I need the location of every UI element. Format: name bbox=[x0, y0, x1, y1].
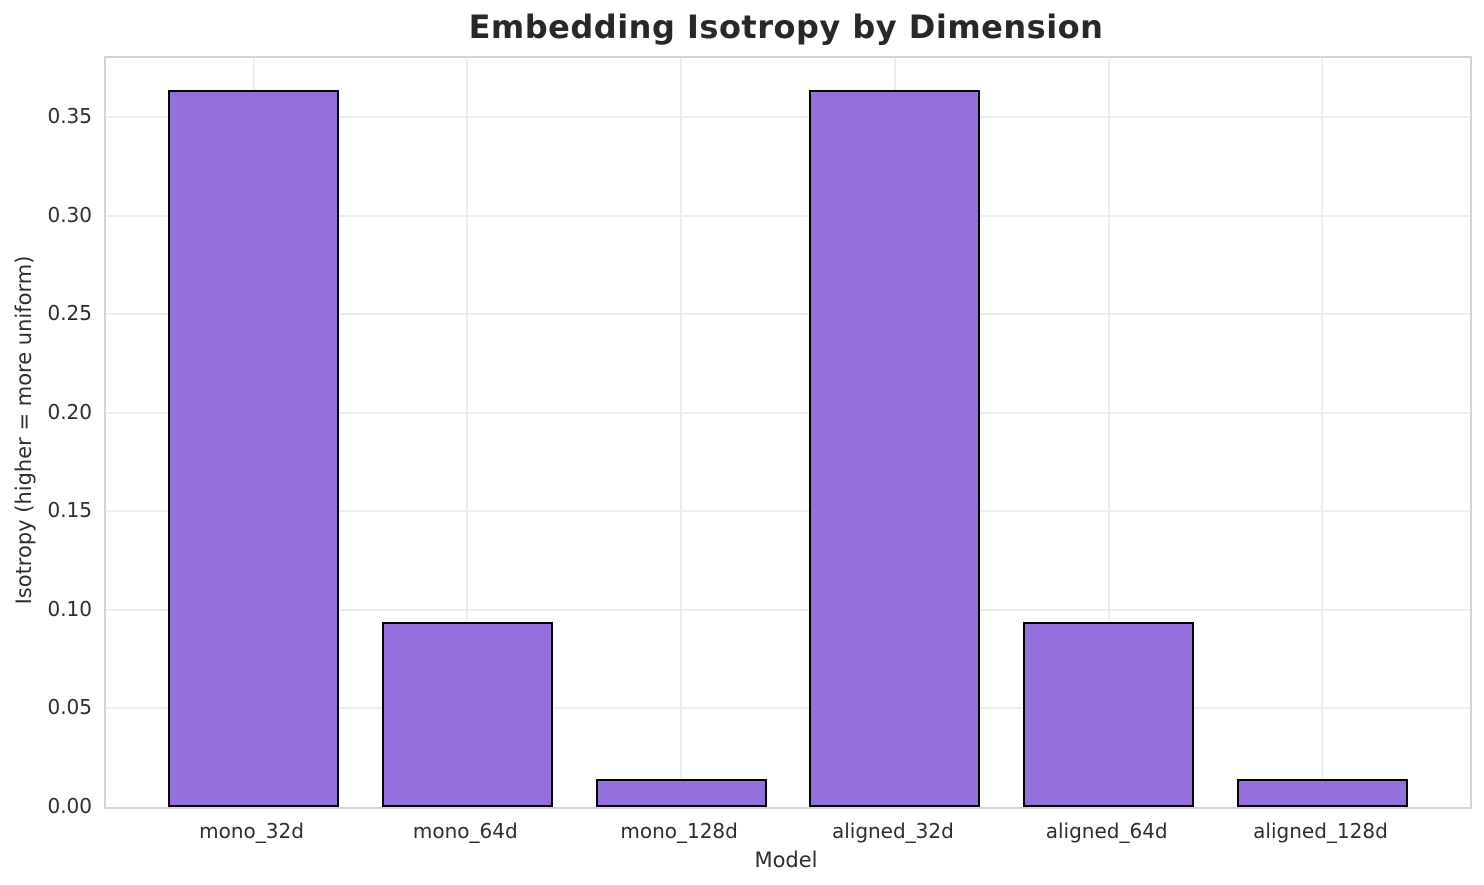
gridline-y-0.35 bbox=[106, 116, 1470, 119]
x-tick-aligned_32d: aligned_32d bbox=[831, 819, 954, 843]
bar-aligned_64d bbox=[1023, 621, 1195, 807]
bar-mono_32d bbox=[168, 89, 340, 807]
y-tick-0.05: 0.05 bbox=[47, 695, 92, 720]
x-tick-aligned_64d: aligned_64d bbox=[1045, 819, 1168, 843]
y-tick-0.20: 0.20 bbox=[47, 399, 92, 424]
gridline-y-0.10 bbox=[106, 608, 1470, 611]
gridline-x-mono_64d bbox=[466, 58, 469, 807]
bar-aligned_128d bbox=[1236, 779, 1408, 807]
plot-area bbox=[104, 56, 1472, 809]
chart-title: Embedding Isotropy by Dimension bbox=[468, 8, 1104, 46]
bar-mono_64d bbox=[381, 621, 553, 807]
bar-mono_128d bbox=[595, 779, 767, 807]
x-tick-mono_128d: mono_128d bbox=[620, 819, 738, 843]
x-tick-aligned_128d: aligned_128d bbox=[1253, 819, 1388, 843]
y-tick-0.15: 0.15 bbox=[47, 498, 92, 523]
gridline-x-aligned_128d bbox=[1321, 58, 1324, 807]
x-tick-mono_32d: mono_32d bbox=[199, 819, 304, 843]
x-tick-mono_64d: mono_64d bbox=[412, 819, 518, 843]
gridline-y-0.25 bbox=[106, 313, 1470, 316]
bar-aligned_32d bbox=[809, 89, 981, 807]
y-tick-0.25: 0.25 bbox=[47, 301, 92, 326]
y-tick-0.00: 0.00 bbox=[47, 794, 92, 818]
gridline-y-0.15 bbox=[106, 510, 1470, 513]
gridline-y-0.30 bbox=[106, 214, 1470, 217]
y-tick-0.10: 0.10 bbox=[47, 596, 92, 621]
y-tick-0.35: 0.35 bbox=[47, 104, 92, 129]
x-axis-label: Model bbox=[754, 848, 818, 872]
y-tick-0.30: 0.30 bbox=[47, 202, 92, 227]
gridline-x-aligned_64d bbox=[1107, 58, 1110, 807]
gridline-y-0.20 bbox=[106, 411, 1470, 414]
gridline-y-0.05 bbox=[106, 707, 1470, 710]
gridline-x-mono_128d bbox=[680, 58, 683, 807]
